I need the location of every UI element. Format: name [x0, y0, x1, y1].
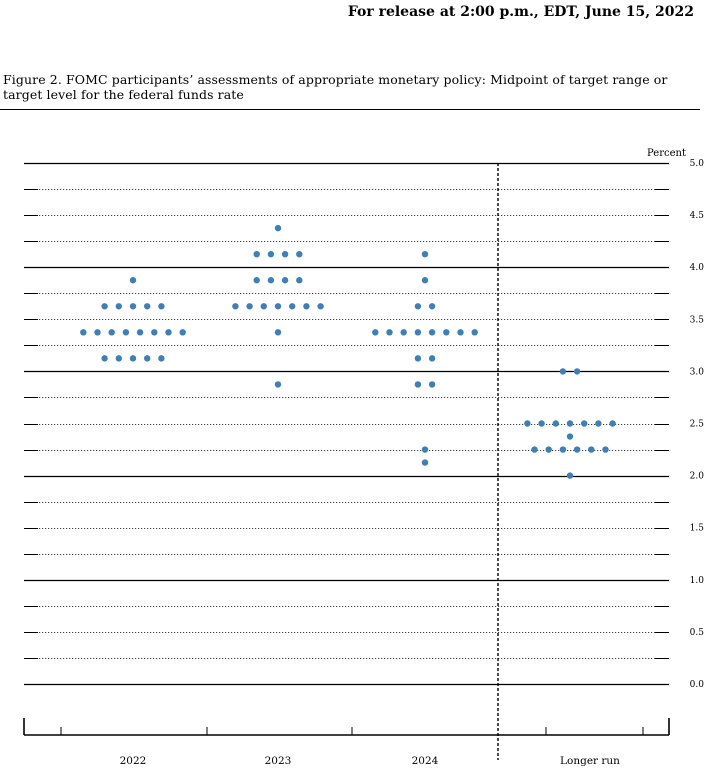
data-dot [80, 329, 87, 336]
data-dot [566, 472, 574, 479]
data-dot [94, 329, 101, 336]
data-dot [595, 420, 602, 427]
data-dot [414, 381, 422, 388]
data-dot [281, 277, 289, 284]
data-dot [267, 277, 275, 284]
data-dot [552, 420, 559, 427]
y-tick-label: 5.0 [690, 159, 705, 169]
data-dot [414, 303, 422, 310]
data-dot [260, 303, 267, 310]
data-dot [296, 277, 303, 284]
data-dot [296, 250, 303, 258]
data-dot [129, 277, 137, 284]
data-dot [136, 329, 144, 336]
x-category-label: 2022 [120, 755, 147, 767]
data-dot [566, 433, 574, 440]
data-dot [414, 329, 422, 336]
data-dot [151, 329, 158, 336]
data-dot [428, 355, 436, 362]
data-dot [115, 303, 123, 310]
data-dot [115, 355, 123, 362]
data-dot [274, 224, 282, 232]
caption-divider [0, 109, 700, 110]
data-dot [566, 420, 574, 427]
data-dot [165, 329, 172, 336]
data-dot [101, 303, 108, 310]
data-dot [274, 303, 282, 310]
data-dot [428, 381, 436, 388]
y-tick-label: 2.0 [690, 472, 705, 482]
data-dot [421, 250, 429, 258]
x-axis: 2022 2023 2024 Longer run [23, 163, 670, 767]
data-dot [179, 329, 186, 336]
data-dot [144, 303, 151, 310]
data-dot [421, 459, 429, 466]
data-dot [158, 303, 165, 310]
figure-caption: Figure 2. FOMC participants’ assessments… [3, 72, 668, 102]
data-dot [158, 355, 165, 362]
data-dot [253, 277, 260, 284]
data-dot [281, 250, 289, 258]
data-dot [122, 329, 130, 336]
data-dot [414, 355, 422, 362]
x-category-label: 2024 [412, 755, 439, 767]
data-dot [524, 420, 531, 427]
data-dot [602, 446, 609, 453]
data-dot [129, 355, 137, 362]
data-dot [101, 355, 108, 362]
y-tick-label: 0.0 [690, 680, 705, 690]
data-dot [421, 446, 429, 453]
y-tick-label: 3.5 [690, 315, 705, 325]
data-dot [581, 420, 588, 427]
data-dot [232, 303, 239, 310]
y-tick-label: 1.5 [690, 524, 705, 534]
data-dot [144, 355, 151, 362]
y-tick-label: 4.5 [690, 211, 705, 221]
y-tick-label: 4.0 [690, 263, 705, 273]
data-dot [274, 329, 282, 336]
data-dot [573, 446, 581, 453]
data-dot [443, 329, 450, 336]
data-dot [267, 250, 275, 258]
data-dot [428, 329, 436, 336]
data-dot [573, 368, 581, 375]
data-dot [129, 303, 137, 310]
y-axis-ticks: 0.0 0.5 1.0 1.5 2.0 2.5 3.0 3.5 4.0 4.5 5.0 [690, 159, 705, 690]
data-dot [246, 303, 253, 310]
data-dot [471, 329, 478, 336]
data-dot [559, 446, 567, 453]
data-dot [457, 329, 464, 336]
data-dot [372, 329, 379, 336]
data-dot [428, 303, 436, 310]
x-category-label: 2023 [265, 755, 292, 767]
gridlines [24, 162, 669, 686]
data-dot [559, 368, 567, 375]
x-category-label: Longer run [560, 755, 620, 767]
y-tick-label: 1.0 [690, 576, 705, 586]
data-dot [386, 329, 393, 336]
data-dot [303, 303, 310, 310]
data-dot [545, 446, 552, 453]
y-tick-label: 0.5 [690, 628, 705, 638]
data-dot [400, 329, 407, 336]
data-dot [588, 446, 595, 453]
data-dot [253, 250, 260, 258]
release-note: For release at 2:00 p.m., EDT, June 15, … [347, 4, 694, 20]
data-dot [421, 277, 429, 284]
data-dot [108, 329, 115, 336]
data-dot [289, 303, 296, 310]
data-dot [538, 420, 545, 427]
data-dot [274, 381, 282, 388]
data-dot [609, 420, 616, 427]
data-dot [317, 303, 324, 310]
y-tick-label: 2.5 [690, 420, 705, 430]
y-axis-label: Percent [647, 148, 686, 159]
data-dots [80, 224, 616, 479]
y-tick-label: 3.0 [690, 367, 705, 377]
data-dot [531, 446, 538, 453]
